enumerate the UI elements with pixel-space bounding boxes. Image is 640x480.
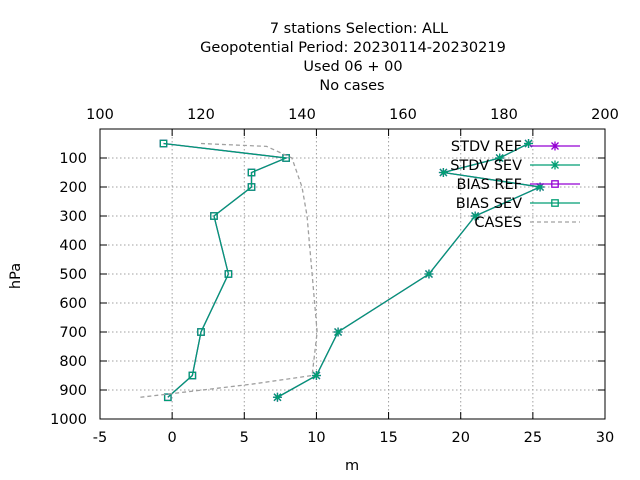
data-point (438, 168, 448, 177)
y-tick-label: 900 (59, 383, 87, 399)
x2-tick-label: 200 (591, 107, 619, 123)
data-point (163, 393, 172, 402)
data-point (495, 153, 505, 163)
data-point (224, 270, 233, 278)
title-line-4: No cases (319, 78, 384, 94)
x2-tick-label: 100 (86, 107, 114, 123)
data-point (470, 211, 480, 221)
y-tick-label: 600 (59, 296, 87, 312)
plot-area (140, 139, 545, 402)
x-axis-label: m (345, 458, 359, 474)
legend-label: BIAS SEV (456, 196, 522, 212)
x2-tick-label: 160 (389, 107, 417, 123)
legend-label: STDV REF (451, 139, 522, 155)
data-point (188, 371, 197, 380)
y-axis-label: hPa (8, 263, 24, 289)
legend: STDV REF STDV SEV BIAS REF BIAS SEV CASES (450, 139, 580, 231)
legend-label: CASES (474, 215, 522, 231)
x-tick-label: 25 (524, 430, 542, 446)
data-point (159, 139, 168, 148)
data-point (197, 328, 205, 336)
x2-tick-label: 120 (187, 107, 215, 123)
data-point (210, 212, 218, 220)
series-line (140, 142, 318, 398)
x2-tick-label: 180 (490, 107, 518, 123)
data-point (333, 327, 343, 337)
legend-label: BIAS REF (456, 177, 522, 193)
title-line-1: 7 stations Selection: ALL (270, 21, 448, 37)
legend-marker (550, 141, 560, 151)
x-tick-label: 20 (451, 430, 469, 446)
x-tick-label: 10 (307, 430, 325, 446)
legend-marker (551, 199, 559, 207)
legend-marker (551, 180, 559, 188)
y-tick-label: 200 (59, 180, 87, 196)
title-line-2: Geopotential Period: 20230114-20230219 (200, 40, 506, 56)
x-tick-label: 15 (379, 430, 397, 446)
series-cases (140, 142, 318, 398)
data-point (247, 168, 256, 177)
legend-label: STDV SEV (450, 158, 522, 174)
y-tick-label: 500 (59, 267, 87, 283)
y-tick-label: 700 (59, 325, 87, 341)
data-point (247, 183, 256, 191)
title-line-3: Used 06 + 00 (303, 59, 402, 75)
y-tick-label: 100 (59, 151, 87, 167)
axes: -5 0 5 10 15 20 25 30 100 120 140 160 180 200 100 200 30… (50, 107, 619, 446)
x-tick-label: 30 (596, 430, 614, 446)
x-tick-label: 0 (168, 430, 177, 446)
grid (100, 129, 605, 419)
data-point (311, 371, 321, 380)
y-tick-label: 400 (59, 238, 87, 254)
x-tick-label: -5 (93, 430, 107, 446)
legend-marker (550, 160, 560, 170)
x-tick-label: 5 (240, 430, 249, 446)
data-point (524, 139, 534, 148)
y-tick-label: 1000 (50, 412, 87, 428)
y-tick-label: 800 (59, 354, 87, 370)
data-point (272, 392, 282, 402)
chart-title: 7 stations Selection: ALL Geopotential P… (200, 21, 506, 94)
series-line (163, 142, 289, 398)
y-tick-label: 300 (59, 209, 87, 225)
data-point (424, 269, 434, 279)
series-stdv-sev (272, 139, 545, 402)
x2-tick-label: 140 (288, 107, 316, 123)
data-point (535, 182, 545, 192)
